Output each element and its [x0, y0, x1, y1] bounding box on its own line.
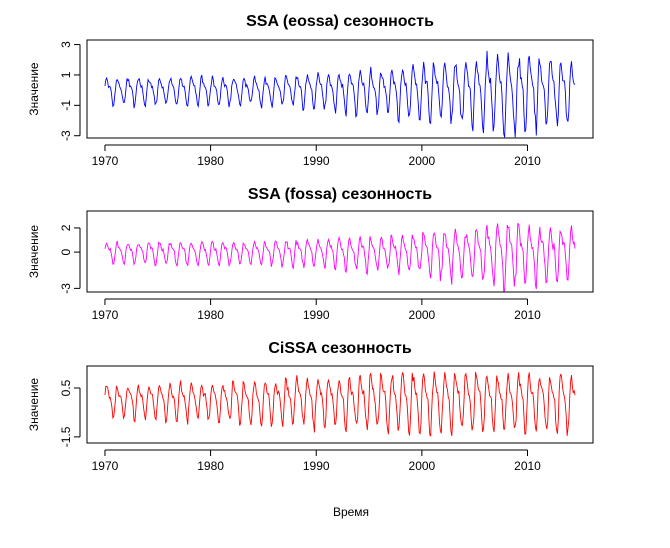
x-tick-label: 2000: [409, 154, 436, 168]
chart-title: SSA (eossa) сезонность: [246, 13, 434, 30]
x-tick-label: 2010: [514, 459, 541, 473]
y-axis-label: Значение: [27, 225, 41, 279]
y-tick-label: -3: [59, 283, 73, 294]
series-line: [104, 371, 576, 437]
y-axis-label: Значение: [27, 62, 41, 116]
x-tick-label: 2000: [409, 308, 436, 322]
y-tick-label: -1: [59, 100, 73, 111]
x-axis: 1970 1980 1990 2000 2010: [92, 298, 541, 322]
x-tick-label: 1990: [303, 308, 330, 322]
plot-frame: [86, 210, 594, 293]
y-tick-label: 3: [59, 41, 73, 48]
y-tick-label: 2: [59, 224, 73, 231]
chart-title: SSA (fossa) сезонность: [248, 186, 432, 203]
y-tick-label: 1: [59, 71, 73, 78]
x-tick-label: 1980: [197, 459, 224, 473]
x-tick-label: 1970: [92, 459, 119, 473]
x-axis-label: Время: [333, 505, 369, 519]
plot-frame: [86, 39, 594, 139]
y-tick-label: -1.5: [59, 426, 73, 447]
chart-title: CiSSA сезонность: [268, 340, 412, 357]
x-tick-label: 2000: [409, 459, 436, 473]
x-tick-label: 2010: [514, 154, 541, 168]
y-axis-label: Значение: [27, 378, 41, 432]
x-tick-label: 1970: [92, 154, 119, 168]
x-tick-label: 1970: [92, 308, 119, 322]
y-tick-label: 0.5: [59, 379, 73, 396]
x-tick-label: 2010: [514, 308, 541, 322]
series-line: [104, 50, 576, 138]
x-tick-label: 1980: [197, 308, 224, 322]
y-tick-label: 0: [59, 248, 73, 255]
x-axis: 1970 1980 1990 2000 2010: [92, 144, 541, 168]
x-tick-label: 1990: [303, 459, 330, 473]
plot-frame: [86, 365, 594, 444]
y-axis: -3 -1 1 3: [59, 41, 81, 141]
x-axis: 1970 1980 1990 2000 2010: [92, 449, 541, 473]
x-tick-label: 1990: [303, 154, 330, 168]
y-axis: -3 0 2: [59, 224, 81, 294]
y-tick-label: -3: [59, 130, 73, 141]
series-line: [104, 223, 576, 293]
y-axis: -1.5 0.5: [59, 379, 81, 447]
chart-panel-3: CiSSA сезонность Значение 1970 1980 1990 2000…: [27, 340, 594, 473]
x-tick-label: 1980: [197, 154, 224, 168]
